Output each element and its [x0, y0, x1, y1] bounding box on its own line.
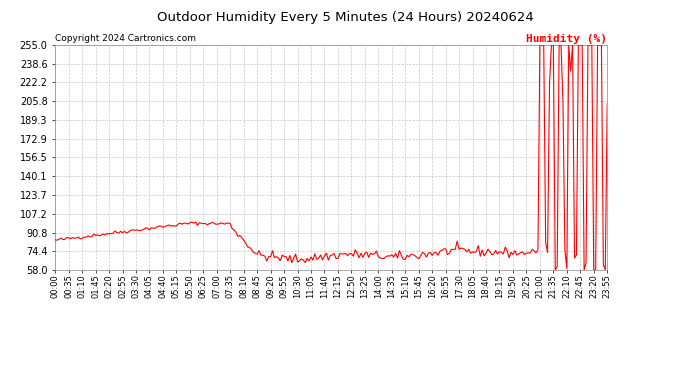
Text: Outdoor Humidity Every 5 Minutes (24 Hours) 20240624: Outdoor Humidity Every 5 Minutes (24 Hou… — [157, 11, 533, 24]
Text: Copyright 2024 Cartronics.com: Copyright 2024 Cartronics.com — [55, 34, 196, 43]
Text: Humidity (%): Humidity (%) — [526, 34, 607, 44]
